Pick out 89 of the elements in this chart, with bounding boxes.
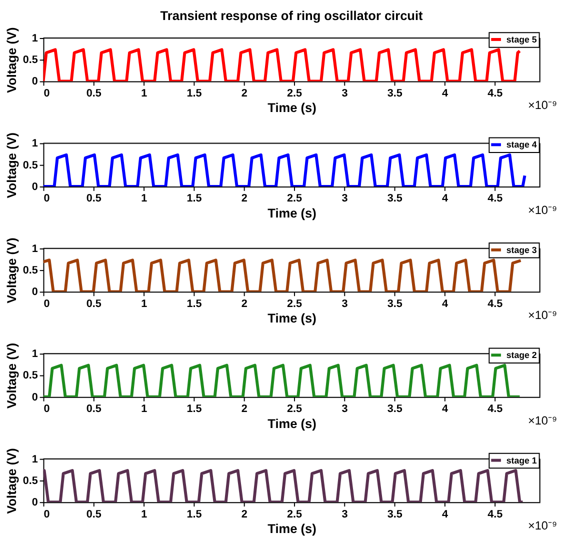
y-tick-label: 0.5 — [22, 264, 38, 276]
x-tick-label: 1 — [141, 298, 148, 310]
x-tick-label: 2 — [241, 298, 248, 310]
x-tick-label: 0.5 — [86, 403, 102, 416]
x-tick-label: 4.5 — [488, 508, 503, 520]
x-tick-label: 0 — [44, 192, 50, 205]
x-axis-title: Time (s) — [268, 205, 316, 220]
x-tick-label: 1 — [141, 88, 148, 100]
y-axis-title: Voltage (V) — [4, 238, 19, 304]
x-tick-label: 1 — [141, 192, 148, 205]
x-tick-label: 2 — [241, 88, 248, 100]
x-tick-label: 3.5 — [387, 298, 402, 310]
x-tick-label: 3 — [342, 88, 348, 100]
legend-label: stage 2 — [506, 350, 537, 360]
line-series — [43, 153, 526, 186]
x-tick-label: 0 — [44, 403, 50, 416]
x-tick-label: 4 — [442, 192, 448, 205]
y-tick-label: 0.5 — [22, 474, 38, 487]
x-tick-label: 1.5 — [186, 508, 202, 520]
y-tick-label: 0.5 — [22, 54, 38, 66]
x-tick-label: 1.5 — [186, 298, 202, 310]
y-tick-label: 0 — [32, 286, 38, 298]
x-tick-label: 4.5 — [488, 192, 503, 205]
legend-label: stage 5 — [506, 34, 537, 44]
y-tick-label: 0.5 — [22, 159, 38, 172]
y-tick-label: 0 — [32, 391, 38, 404]
x-tick-label: 2.5 — [287, 403, 302, 416]
x-tick-label: 3.5 — [387, 192, 402, 205]
x-tick-label: 4.5 — [488, 88, 503, 100]
x-tick-label: 1 — [141, 403, 148, 416]
x-tick-label: 0.5 — [86, 298, 102, 310]
x-tick-label: 4 — [442, 508, 448, 520]
y-tick-label: 0.5 — [22, 370, 38, 382]
y-tick-label: 1 — [32, 348, 38, 360]
x-tick-label: 1 — [141, 508, 148, 520]
line-series — [43, 258, 522, 292]
x-tick-label: 2 — [241, 508, 248, 520]
legend-label: stage 1 — [506, 455, 537, 466]
x-tick-label: 2 — [241, 403, 248, 416]
x-tick-label: 2.5 — [287, 508, 302, 520]
x-axis-title: Time (s) — [268, 521, 316, 536]
x-tick-label: 4 — [442, 403, 448, 416]
x-tick-label: 4 — [442, 298, 448, 310]
y-tick-label: 0 — [32, 76, 38, 88]
x-tick-label: 4.5 — [488, 403, 503, 416]
y-axis-title: Voltage (V) — [4, 27, 19, 93]
x-axis-title: Time (s) — [268, 416, 316, 431]
legend-label: stage 4 — [506, 140, 537, 150]
x-tick-label: 3 — [342, 508, 348, 520]
text: ×10⁻⁹ — [528, 414, 558, 428]
x-tick-label: 0 — [44, 298, 50, 310]
text: ×10⁻⁹ — [528, 520, 558, 533]
x-tick-label: 1.5 — [186, 403, 202, 416]
x-tick-label: 0.5 — [86, 192, 102, 205]
y-tick-label: 1 — [32, 242, 38, 255]
x-axis-title: Time (s) — [268, 100, 316, 116]
x-axis-title: Time (s) — [268, 310, 316, 326]
y-axis-title: Voltage (V) — [4, 342, 19, 409]
text: ×10⁻⁹ — [528, 309, 558, 322]
text: ×10⁻⁹ — [528, 204, 558, 218]
chart-title: Transient response of ring oscillator circuit — [160, 8, 424, 23]
legend-label: stage 3 — [506, 244, 537, 255]
x-tick-label: 3.5 — [387, 508, 402, 520]
y-tick-label: 1 — [32, 32, 38, 44]
x-tick-label: 0.5 — [86, 508, 102, 520]
y-tick-label: 1 — [32, 138, 38, 150]
x-tick-label: 4 — [442, 88, 448, 100]
y-tick-label: 0 — [32, 180, 38, 193]
x-tick-label: 0 — [44, 508, 50, 520]
x-tick-label: 3 — [342, 403, 348, 416]
x-tick-label: 3.5 — [387, 88, 402, 100]
x-tick-label: 1.5 — [186, 88, 202, 100]
x-tick-label: 2.5 — [287, 192, 302, 205]
y-tick-label: 1 — [32, 453, 38, 466]
x-tick-label: 0 — [44, 88, 50, 100]
x-tick-label: 0.5 — [86, 88, 102, 100]
y-axis-title: Voltage (V) — [4, 448, 19, 514]
x-tick-label: 1.5 — [186, 192, 202, 205]
y-axis-title: Voltage (V) — [4, 132, 19, 198]
x-tick-label: 2.5 — [287, 88, 302, 100]
y-tick-label: 0 — [32, 496, 38, 509]
x-tick-label: 3 — [342, 298, 348, 310]
x-tick-label: 3 — [342, 192, 348, 205]
x-tick-label: 4.5 — [488, 298, 503, 310]
line-series — [43, 48, 522, 82]
x-tick-label: 2 — [241, 192, 248, 205]
x-tick-label: 2.5 — [287, 298, 302, 310]
x-tick-label: 3.5 — [387, 403, 402, 416]
text: ×10⁻⁹ — [528, 98, 558, 112]
